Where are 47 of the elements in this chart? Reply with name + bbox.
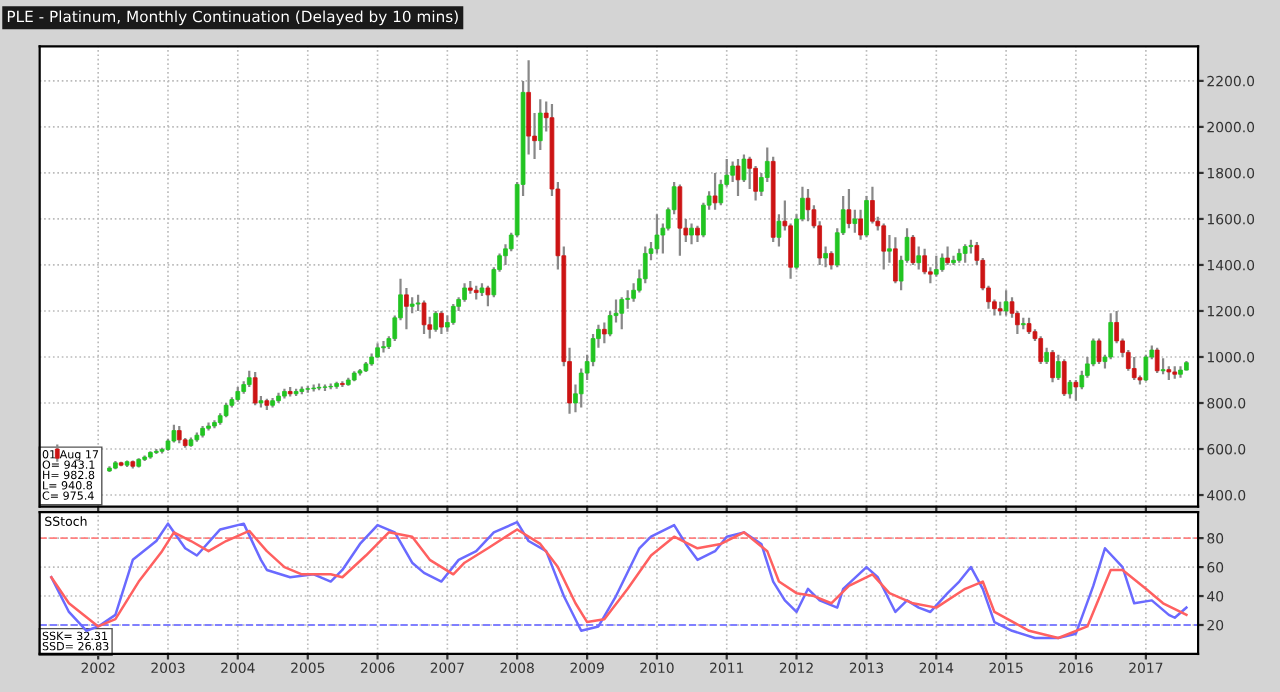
candlestick [1038, 335, 1044, 365]
candlestick [642, 245, 648, 285]
candlestick [689, 222, 694, 246]
candlestick [485, 284, 491, 308]
candlestick [677, 183, 683, 257]
candlestick [916, 245, 922, 271]
candlestick [462, 282, 467, 303]
candlestick [753, 164, 758, 202]
candlestick [893, 236, 898, 285]
candlestick [922, 247, 927, 276]
candlestick [933, 254, 939, 278]
candlestick [962, 243, 968, 264]
candlestick [421, 299, 427, 336]
candlestick [381, 339, 386, 354]
candlestick [1154, 346, 1160, 375]
candlestick [1067, 378, 1073, 400]
candlestick [1061, 358, 1067, 398]
candlestick [1050, 348, 1055, 384]
candlestick [852, 208, 858, 234]
candlestick [439, 309, 444, 336]
candlestick [1131, 355, 1137, 382]
candlestick [654, 213, 660, 255]
candlestick [1096, 337, 1102, 365]
candlestick [864, 194, 869, 239]
candlestick [945, 245, 950, 267]
candlestick [1108, 312, 1114, 361]
candlestick [910, 233, 916, 267]
candlestick [450, 302, 456, 326]
candlestick [846, 187, 852, 230]
candlestick [951, 254, 956, 267]
candlestick [1143, 353, 1149, 383]
candlestick [526, 59, 531, 156]
candlestick [433, 309, 439, 333]
candlestick [1055, 353, 1061, 382]
candlestick [252, 370, 258, 407]
candlestick [404, 286, 409, 331]
candlestick [735, 158, 741, 198]
candlestick [1003, 289, 1009, 317]
candlestick [619, 296, 625, 331]
candlestick [1073, 378, 1079, 402]
candlestick [712, 171, 718, 211]
candlestick [537, 98, 543, 152]
candlestick [939, 252, 945, 273]
candlestick [881, 222, 887, 271]
candlestick [602, 321, 607, 345]
candlestick [828, 250, 834, 271]
candlestick [805, 187, 811, 223]
